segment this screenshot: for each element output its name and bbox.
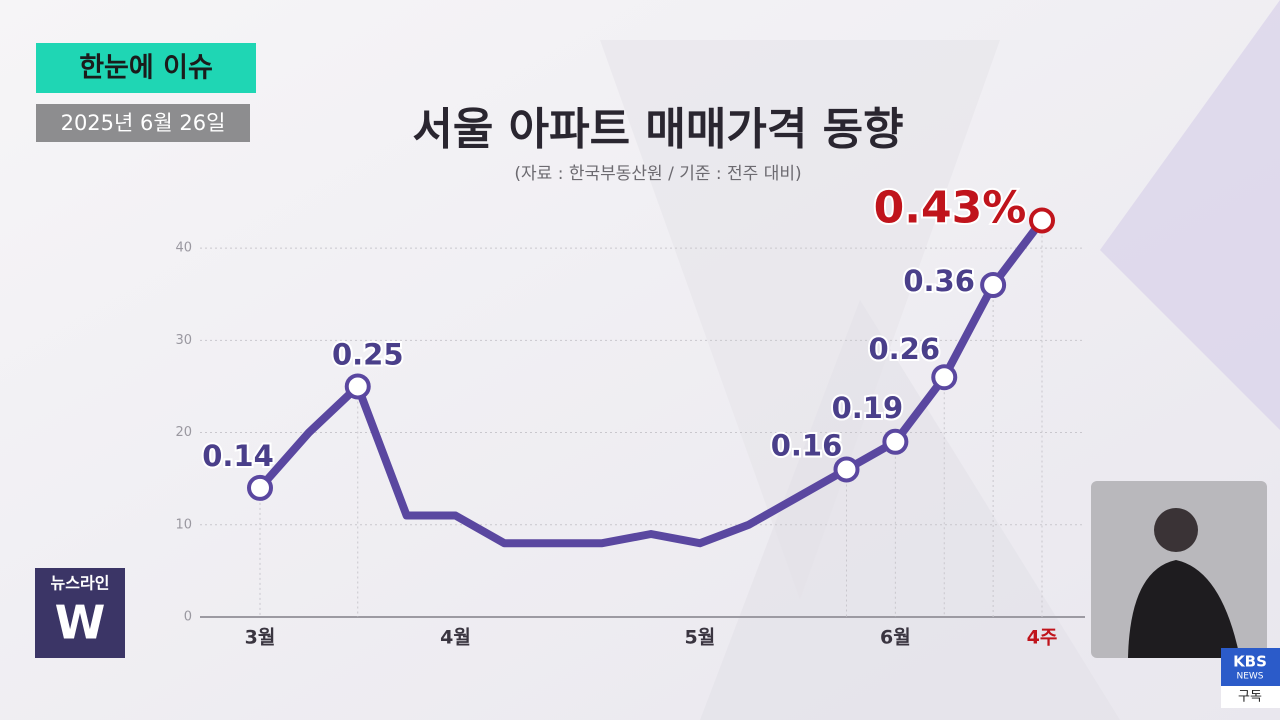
data-label: 0.36 bbox=[903, 264, 975, 298]
point bbox=[882, 428, 909, 455]
data-label: 0.14 bbox=[202, 439, 274, 473]
x-tick-label: 3월 bbox=[245, 627, 276, 649]
x-tick-label: 5월 bbox=[685, 627, 716, 649]
date-box bbox=[36, 104, 250, 142]
logo-text: 뉴스라인 bbox=[51, 574, 110, 593]
line bbox=[257, 218, 1046, 548]
y-tick-label: 40 bbox=[175, 241, 192, 256]
chart-title: 서울 아파트 매매가격 동향 bbox=[412, 104, 903, 155]
y-tick-label: 20 bbox=[175, 425, 192, 440]
chart-subtitle: (자료 : 한국부동산원 / 기준 : 전주 대비) bbox=[514, 164, 801, 184]
point bbox=[247, 474, 273, 501]
point bbox=[1029, 207, 1055, 234]
deco-shape bbox=[700, 300, 1120, 720]
point bbox=[931, 364, 958, 391]
point bbox=[980, 272, 1007, 298]
badge-box bbox=[36, 43, 256, 93]
data-label: 0.19 bbox=[832, 391, 904, 425]
x-tick-label: 6월 bbox=[880, 627, 911, 649]
badge: 한눈에 이슈 bbox=[79, 53, 213, 84]
point bbox=[344, 373, 371, 400]
data-label: 0.43% bbox=[874, 182, 1027, 233]
logo-box bbox=[35, 568, 125, 658]
date: 2025년 6월 26일 bbox=[61, 111, 226, 135]
point bbox=[833, 456, 860, 483]
y-tick-label: 10 bbox=[175, 517, 192, 532]
subscribe[interactable]: 구독 bbox=[1238, 690, 1262, 705]
y-tick-label: 0 bbox=[184, 610, 192, 625]
deco-shape bbox=[1100, 0, 1280, 430]
subscribe-box[interactable] bbox=[1221, 686, 1280, 708]
x-tick-label: 4주 bbox=[1027, 627, 1058, 649]
kbs-sub: NEWS bbox=[1236, 672, 1263, 682]
logo-mark: W bbox=[55, 596, 106, 650]
interpreter-body bbox=[1128, 560, 1240, 658]
y-tick-label: 30 bbox=[175, 333, 192, 348]
data-label: 0.26 bbox=[868, 332, 940, 366]
deco-shape bbox=[600, 40, 1000, 600]
interpreter-head bbox=[1154, 508, 1198, 552]
data-label: 0.25 bbox=[332, 337, 404, 371]
kbs: KBS bbox=[1233, 653, 1267, 671]
data-label: 0.16 bbox=[771, 428, 843, 462]
x-tick-label: 4월 bbox=[440, 627, 471, 649]
